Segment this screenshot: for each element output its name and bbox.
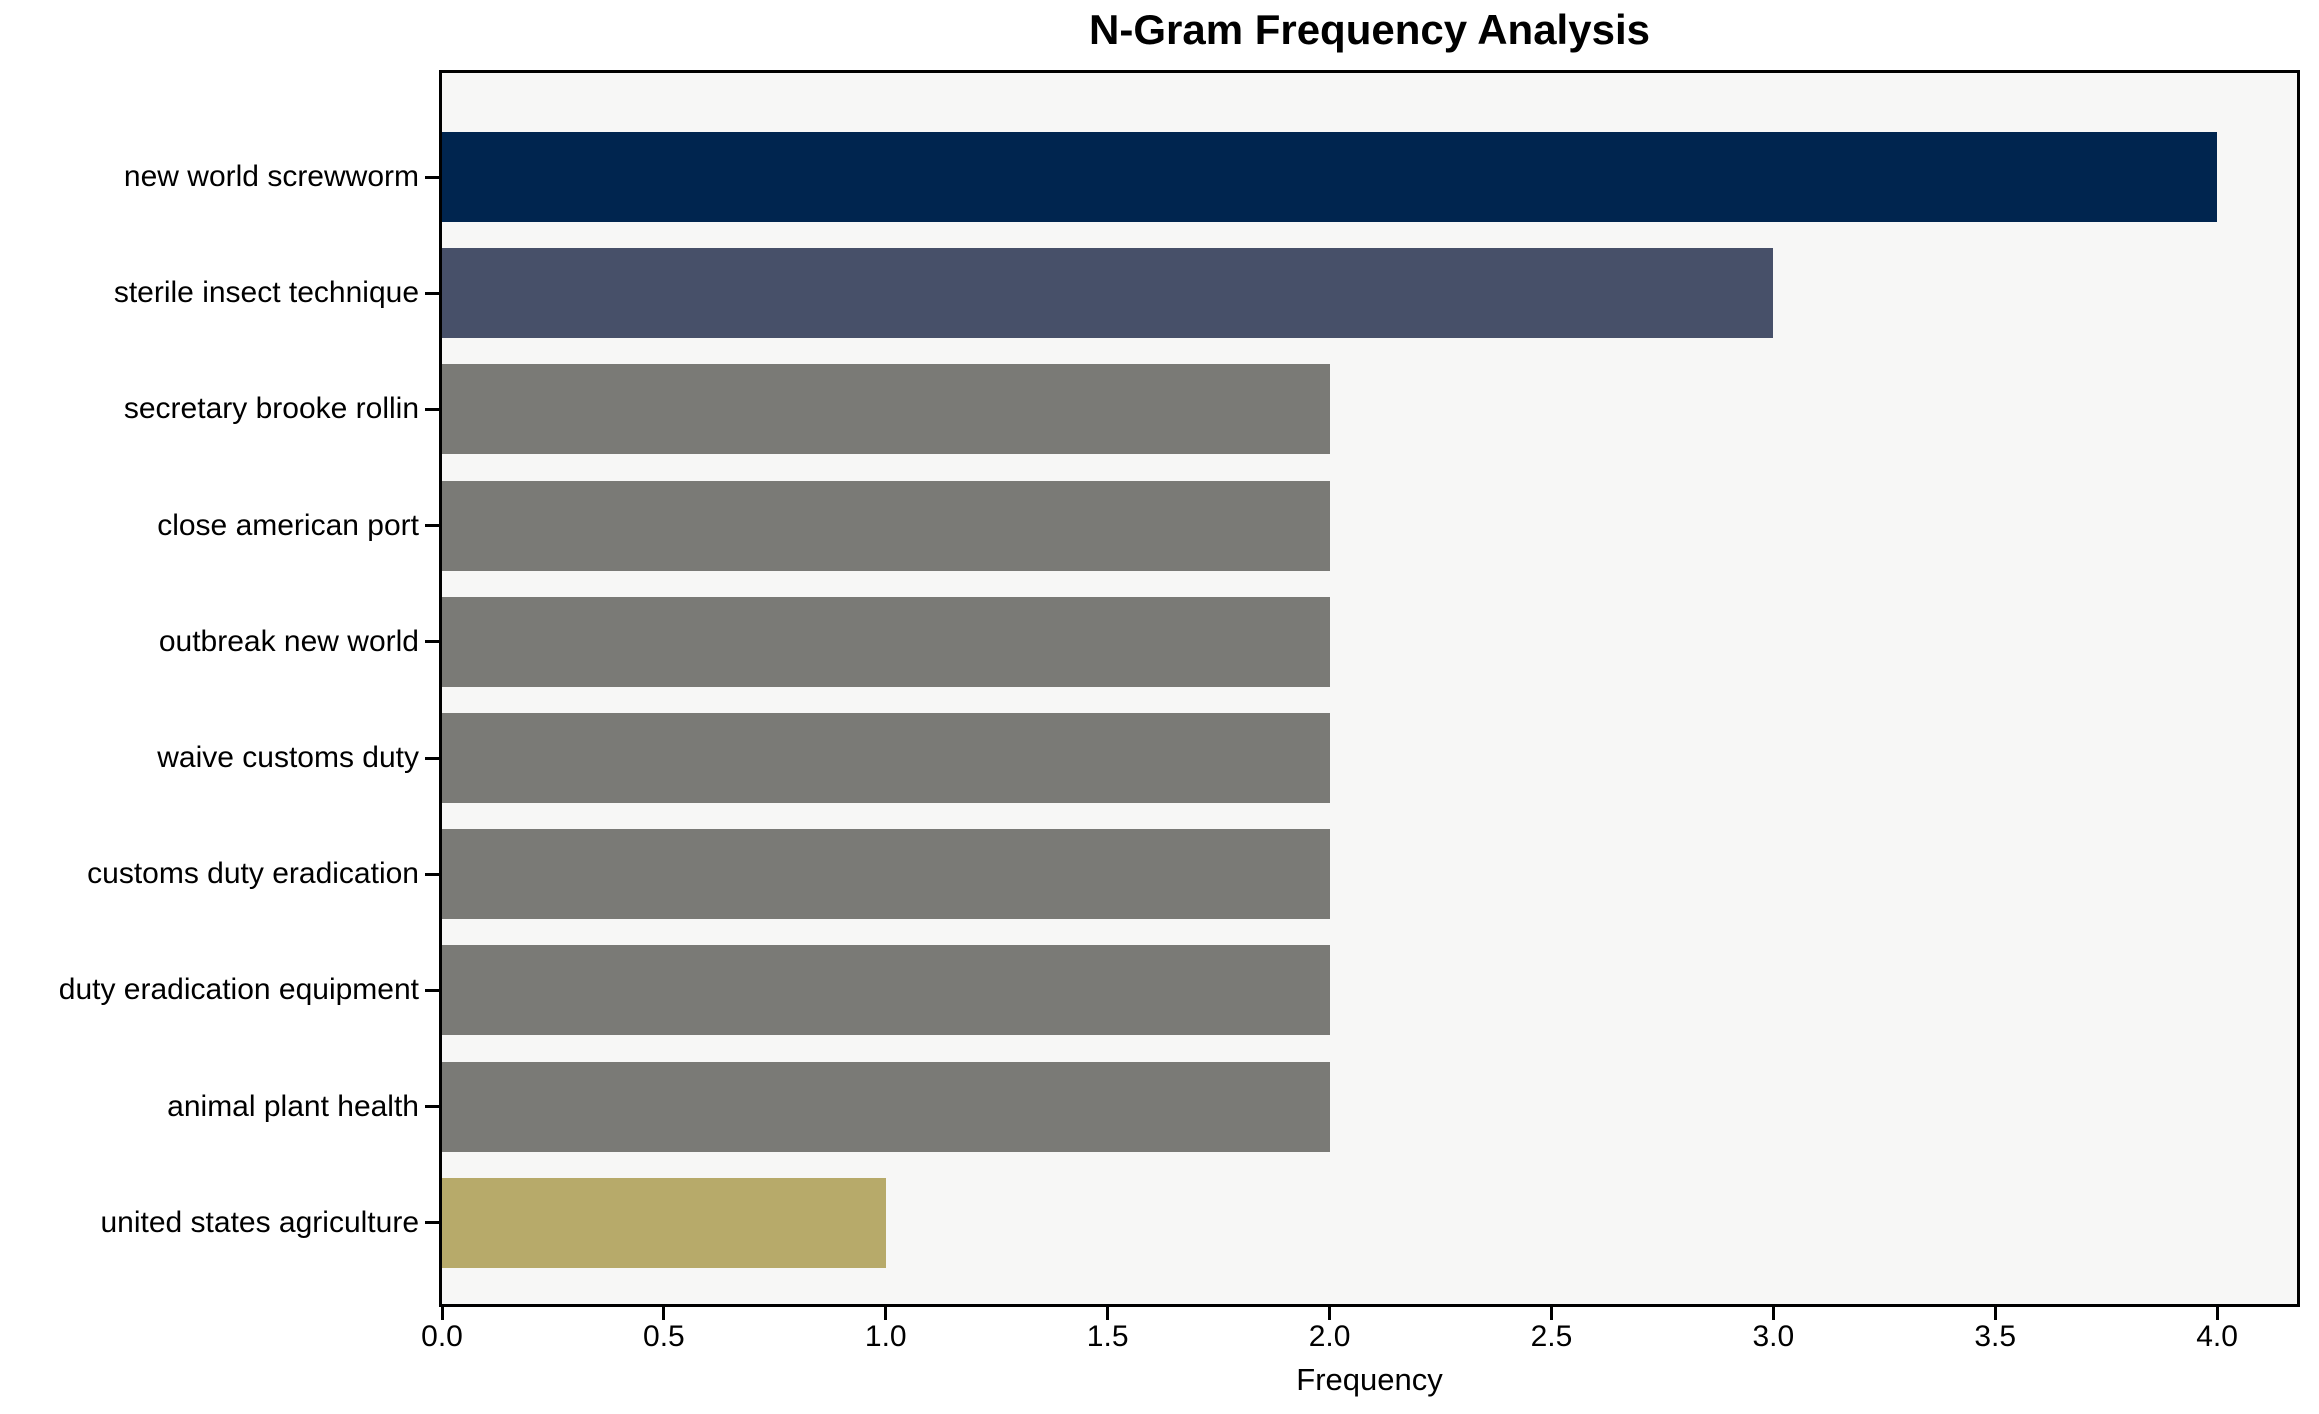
x-tick-mark <box>884 1307 888 1320</box>
y-tick-label: united states agriculture <box>100 1205 419 1239</box>
x-tick-mark <box>662 1307 666 1320</box>
x-tick-label: 3.0 <box>1752 1320 1795 1353</box>
y-tick-label: outbreak new world <box>158 624 419 658</box>
y-tick-mark <box>425 1105 439 1109</box>
plot-area <box>439 70 2300 1307</box>
y-tick-mark <box>425 1221 439 1225</box>
y-tick-label: new world screwworm <box>123 160 419 193</box>
y-tick-label: secretary brooke rollin <box>123 392 419 426</box>
y-tick-label: animal plant health <box>167 1089 419 1123</box>
y-tick-label: duty eradication equipment <box>58 973 419 1007</box>
x-tick-label: 0.5 <box>643 1320 685 1353</box>
bar-6 <box>442 713 1330 803</box>
bar-8 <box>442 945 1330 1036</box>
x-tick-label: 1.5 <box>1086 1320 1129 1353</box>
x-tick-label: 1.0 <box>864 1320 907 1353</box>
y-tick-mark <box>425 640 439 644</box>
y-tick-mark <box>425 756 439 760</box>
x-tick-mark <box>2215 1307 2219 1320</box>
bar-1 <box>442 132 2218 222</box>
y-tick-mark <box>425 872 439 876</box>
y-tick-mark <box>425 175 439 179</box>
x-axis-title: Frequency <box>1296 1362 1443 1397</box>
x-tick-label: 3.5 <box>1974 1320 2017 1353</box>
x-tick-mark <box>1106 1307 1110 1320</box>
x-tick-label: 2.0 <box>1308 1320 1351 1353</box>
bar-7 <box>442 829 1330 920</box>
y-tick-mark <box>425 407 439 411</box>
bars-layer <box>442 73 2297 1304</box>
bar-9 <box>442 1061 1330 1152</box>
y-tick-mark <box>425 988 439 992</box>
x-tick-mark <box>1328 1307 1332 1320</box>
bar-10 <box>442 1177 886 1268</box>
x-tick-label: 2.5 <box>1530 1320 1573 1353</box>
x-tick-label: 4.0 <box>2196 1320 2238 1353</box>
x-tick-mark <box>1771 1307 1775 1320</box>
y-tick-label: sterile insect technique <box>113 276 419 310</box>
y-tick-label: waive customs duty <box>157 741 419 774</box>
x-tick-label: 0.0 <box>421 1320 463 1353</box>
chart-title: N-Gram Frequency Analysis <box>1089 6 1650 53</box>
bar-3 <box>442 364 1330 455</box>
x-tick-mark <box>1993 1307 1997 1320</box>
y-tick-mark <box>425 291 439 295</box>
bar-2 <box>442 248 1774 339</box>
y-tick-label: customs duty eradication <box>87 857 419 891</box>
y-tick-mark <box>425 524 439 528</box>
bar-5 <box>442 596 1330 687</box>
bar-4 <box>442 480 1330 571</box>
x-tick-mark <box>440 1307 444 1320</box>
y-tick-label: close american port <box>157 508 419 542</box>
x-tick-mark <box>1549 1307 1553 1320</box>
